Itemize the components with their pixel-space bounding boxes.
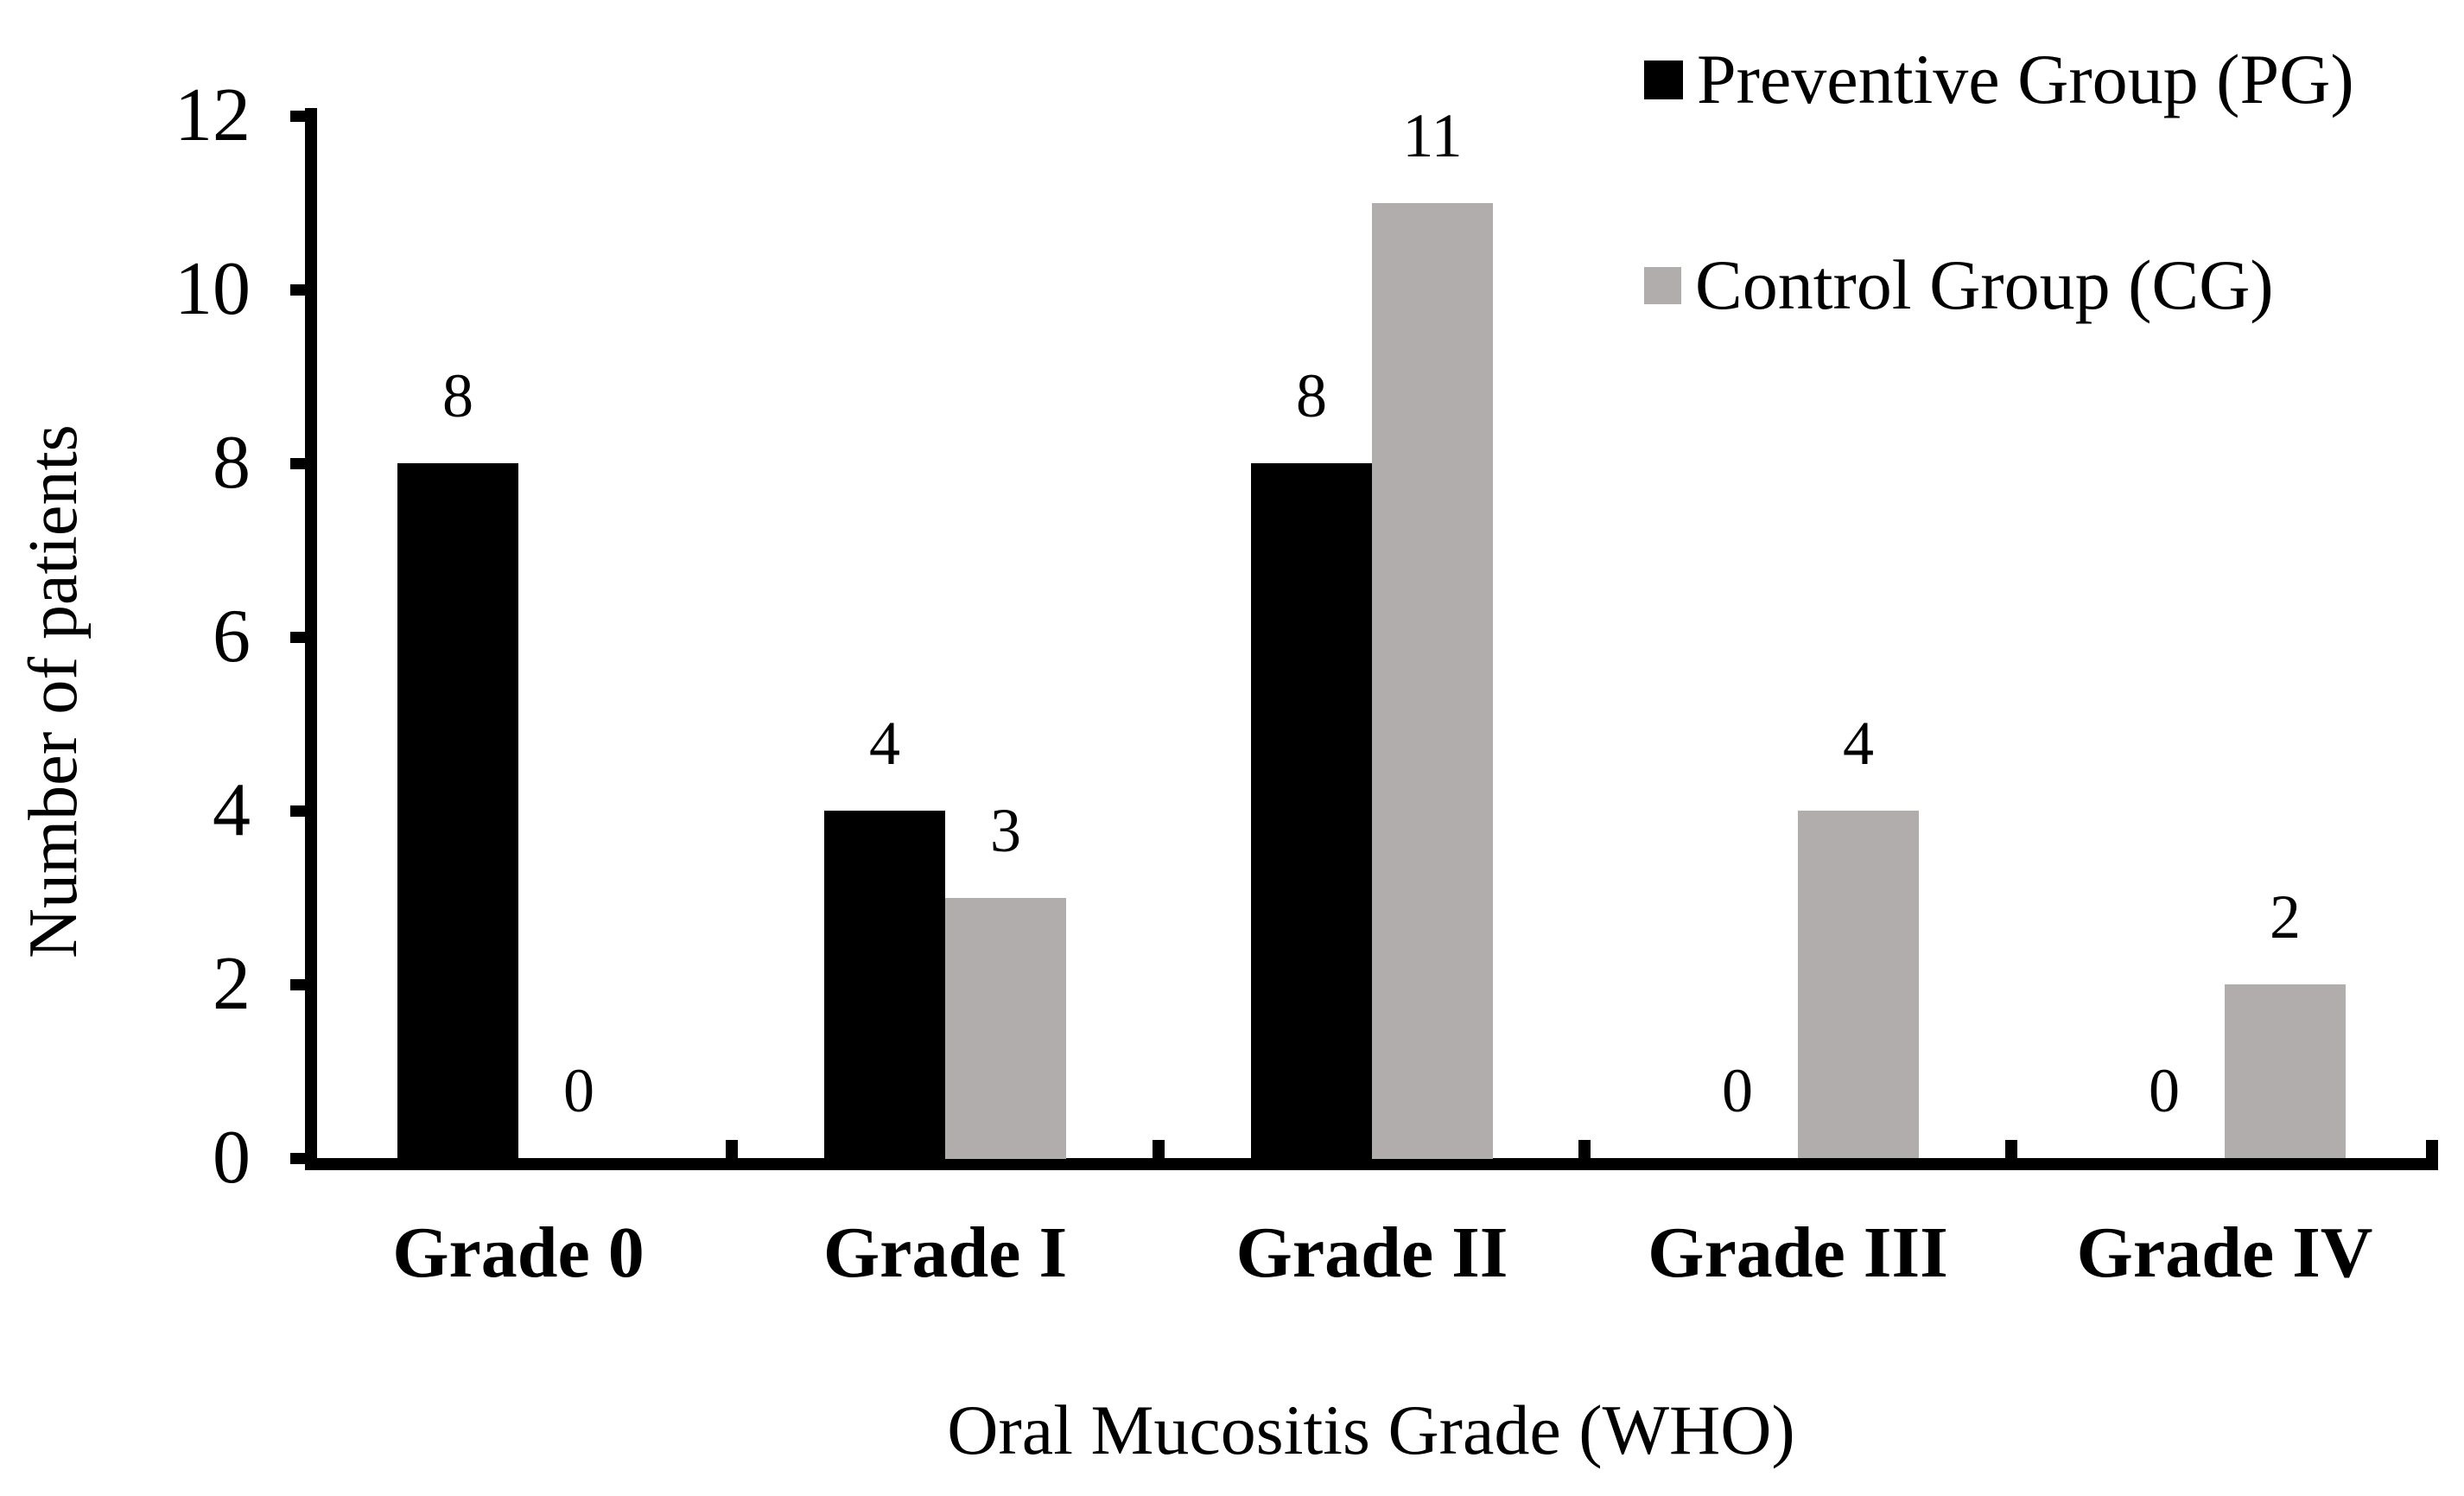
legend-label: Preventive Group (PG) — [1697, 40, 2354, 118]
bar-value-label: 8 — [442, 361, 473, 430]
legend-item-control-group: Control Group (CG) — [1644, 245, 2354, 324]
bar-pg-2 — [1251, 463, 1372, 1158]
cg-series-swatch-icon — [1644, 266, 1681, 304]
bar-cg-4 — [2225, 984, 2346, 1158]
y-tick — [290, 1153, 317, 1164]
bar-value-label: 4 — [869, 709, 900, 778]
y-tick — [290, 284, 317, 296]
x-category-label: Grade I — [822, 1213, 1068, 1293]
y-tick-label: 2 — [213, 942, 251, 1026]
y-tick-label: 6 — [213, 595, 251, 678]
x-category-label: Grade 0 — [392, 1213, 645, 1293]
x-axis-title: Oral Mucositis Grade (WHO) — [947, 1391, 1795, 1469]
x-tick — [1153, 1140, 1165, 1158]
bar-cg-3 — [1798, 811, 1919, 1158]
bar-value-label: 0 — [563, 1056, 594, 1125]
x-tick — [1578, 1140, 1591, 1158]
legend-label: Control Group (CG) — [1695, 245, 2274, 324]
x-category-label: Grade IV — [2076, 1213, 2373, 1293]
bar-value-label: 3 — [990, 796, 1021, 865]
bar-cg-1 — [945, 898, 1066, 1159]
y-tick-label: 12 — [175, 73, 251, 157]
bar-value-label: 0 — [2149, 1056, 2180, 1125]
x-tick — [726, 1140, 738, 1158]
legend-item-preventive-group: Preventive Group (PG) — [1644, 40, 2354, 118]
bar-value-label: 4 — [1843, 709, 1874, 778]
y-tick — [290, 979, 317, 990]
y-tick-label: 0 — [213, 1116, 251, 1200]
bar-value-label: 8 — [1296, 361, 1327, 430]
bar-value-label: 11 — [1402, 101, 1463, 170]
bar-pg-1 — [824, 811, 945, 1158]
legend: Preventive Group (PG) Control Group (CG) — [1644, 40, 2354, 324]
y-tick — [290, 111, 317, 122]
y-tick-label: 4 — [213, 768, 251, 852]
bar-value-label: 0 — [1722, 1056, 1753, 1125]
y-tick-label: 10 — [175, 247, 251, 331]
x-category-label: Grade II — [1235, 1213, 1508, 1293]
x-tick — [2005, 1140, 2017, 1158]
x-category-label: Grade III — [1648, 1213, 1948, 1293]
x-axis-line — [305, 1158, 2438, 1170]
y-tick — [290, 805, 317, 817]
y-tick — [290, 632, 317, 643]
bar-pg-0 — [397, 463, 518, 1158]
y-tick — [290, 458, 317, 469]
y-tick-label: 8 — [213, 421, 251, 505]
bar-value-label: 2 — [2270, 882, 2301, 952]
bar-cg-2 — [1372, 203, 1493, 1159]
pg-series-swatch-icon — [1644, 60, 1683, 99]
x-tick — [2426, 1140, 2438, 1158]
